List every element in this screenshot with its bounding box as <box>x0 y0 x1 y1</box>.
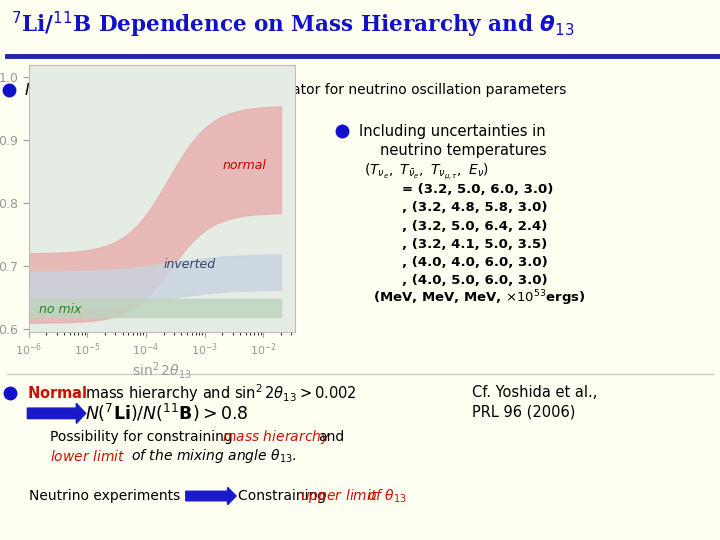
FancyArrow shape <box>157 80 219 100</box>
Text: $\mathit{of\ \theta_{13}}$: $\mathit{of\ \theta_{13}}$ <box>367 487 407 505</box>
Text: $\mathit{upper\ limit}$: $\mathit{upper\ limit}$ <box>300 487 377 505</box>
Text: = (3.2, 5.0, 6.0, 3.0): = (3.2, 5.0, 6.0, 3.0) <box>402 183 553 196</box>
Text: Possibility for constraining: Possibility for constraining <box>50 430 238 444</box>
Text: Neutrino experiments: Neutrino experiments <box>29 489 180 503</box>
Text: mass hierarchy and $\sin^2 2\theta_{13} > 0.002$: mass hierarchy and $\sin^2 2\theta_{13} … <box>85 382 356 404</box>
Text: $(T_{\nu_e},\ T_{\bar{\nu}_e},\ T_{\nu_{\mu,\tau}},\ E_\nu)$: $(T_{\nu_e},\ T_{\bar{\nu}_e},\ T_{\nu_{… <box>364 161 489 181</box>
Text: $^7$Li/$^{11}$B Dependence on Mass Hierarchy and $\boldsymbol{\theta}$$_{13}$: $^7$Li/$^{11}$B Dependence on Mass Hiera… <box>11 10 575 40</box>
Text: , (3.2, 4.1, 5.0, 3.5): , (3.2, 4.1, 5.0, 3.5) <box>402 238 547 251</box>
Text: (MeV, MeV, MeV, $\times 10^{53}$ergs): (MeV, MeV, MeV, $\times 10^{53}$ergs) <box>373 289 585 308</box>
Text: , (3.2, 4.8, 5.8, 3.0): , (3.2, 4.8, 5.8, 3.0) <box>402 201 547 214</box>
Text: Good indicator for neutrino oscillation parameters: Good indicator for neutrino oscillation … <box>218 83 567 97</box>
Text: Including uncertainties in: Including uncertainties in <box>359 124 545 139</box>
Text: $\mathit{of\ the\ mixing\ angle\ \theta_{13}.}$: $\mathit{of\ the\ mixing\ angle\ \theta_… <box>131 447 297 465</box>
Text: Constraining: Constraining <box>238 489 330 503</box>
X-axis label: $\sin^2 2\theta_{13}$: $\sin^2 2\theta_{13}$ <box>132 360 192 381</box>
Text: , (4.0, 4.0, 6.0, 3.0): , (4.0, 4.0, 6.0, 3.0) <box>402 256 547 269</box>
Text: inverted: inverted <box>163 258 216 271</box>
Text: , (4.0, 5.0, 6.0, 3.0): , (4.0, 5.0, 6.0, 3.0) <box>402 274 547 287</box>
Text: neutrino temperatures: neutrino temperatures <box>380 144 546 158</box>
Text: normal: normal <box>222 159 266 172</box>
FancyArrow shape <box>27 403 86 423</box>
Text: $N(^7\mathbf{Li})/N(^{11}\mathbf{B}) > 0.8$: $N(^7\mathbf{Li})/N(^{11}\mathbf{B}) > 0… <box>85 402 248 424</box>
Text: and: and <box>318 430 344 444</box>
Text: PRL 96 (2006): PRL 96 (2006) <box>472 404 575 420</box>
FancyArrow shape <box>186 488 236 505</box>
Text: $\mathbf{Normal}$: $\mathbf{Normal}$ <box>27 385 88 401</box>
Text: $N(^7$Li$)/N(^{11}$B$)$: $N(^7$Li$)/N(^{11}$B$)$ <box>24 79 129 100</box>
Text: no mix: no mix <box>39 303 81 316</box>
Text: $\mathit{mass\ hierarchy}$: $\mathit{mass\ hierarchy}$ <box>222 428 330 446</box>
Text: $\mathit{lower\ limit}$: $\mathit{lower\ limit}$ <box>50 449 126 464</box>
Text: Cf. Yoshida et al.,: Cf. Yoshida et al., <box>472 386 597 400</box>
Text: , (3.2, 5.0, 6.4, 2.4): , (3.2, 5.0, 6.4, 2.4) <box>402 220 547 233</box>
